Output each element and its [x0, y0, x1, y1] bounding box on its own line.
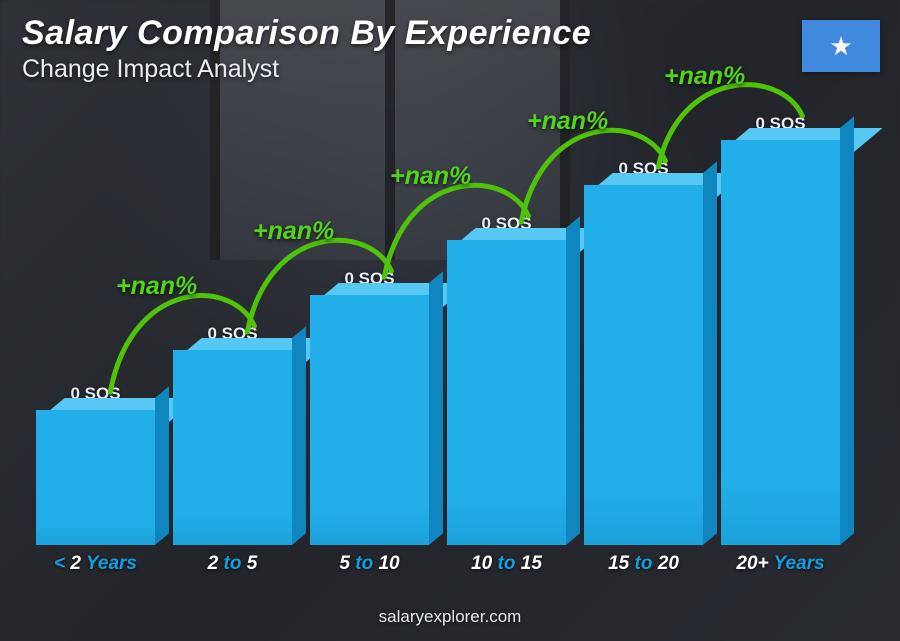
country-flag: ★: [802, 20, 880, 72]
footer-attribution: salaryexplorer.com: [0, 607, 900, 627]
bar-slot: 0 SOS: [447, 214, 566, 545]
bar-slot: 0 SOS: [173, 324, 292, 545]
x-axis-category: 5 to 10: [310, 553, 429, 575]
bar-slot: 0 SOS: [721, 114, 840, 545]
bar-slot: 0 SOS: [36, 384, 155, 545]
x-axis-category: 20+ Years: [721, 553, 840, 575]
x-axis-category: < 2 Years: [36, 553, 155, 575]
bar-slot: 0 SOS: [310, 269, 429, 545]
title-block: Salary Comparison By Experience Change I…: [22, 14, 591, 84]
chart-subtitle: Change Impact Analyst: [22, 55, 591, 84]
star-icon: ★: [829, 33, 852, 59]
bar: [584, 185, 703, 545]
x-axis-category: 15 to 20: [584, 553, 703, 575]
bars-container: 0 SOS0 SOS0 SOS0 SOS0 SOS0 SOS: [36, 90, 840, 545]
x-axis-category: 2 to 5: [173, 553, 292, 575]
bar: [310, 295, 429, 545]
x-axis-labels: < 2 Years 2 to 5 5 to 10 10 to 15 15 to 20 20…: [36, 553, 840, 575]
bar: [36, 410, 155, 545]
bar: [447, 240, 566, 545]
bar-slot: 0 SOS: [584, 159, 703, 545]
bar: [721, 140, 840, 545]
x-axis-category: 10 to 15: [447, 553, 566, 575]
bar: [173, 350, 292, 545]
bar-chart: 0 SOS0 SOS0 SOS0 SOS0 SOS0 SOS < 2 Years…: [36, 90, 840, 571]
chart-title: Salary Comparison By Experience: [22, 14, 591, 53]
